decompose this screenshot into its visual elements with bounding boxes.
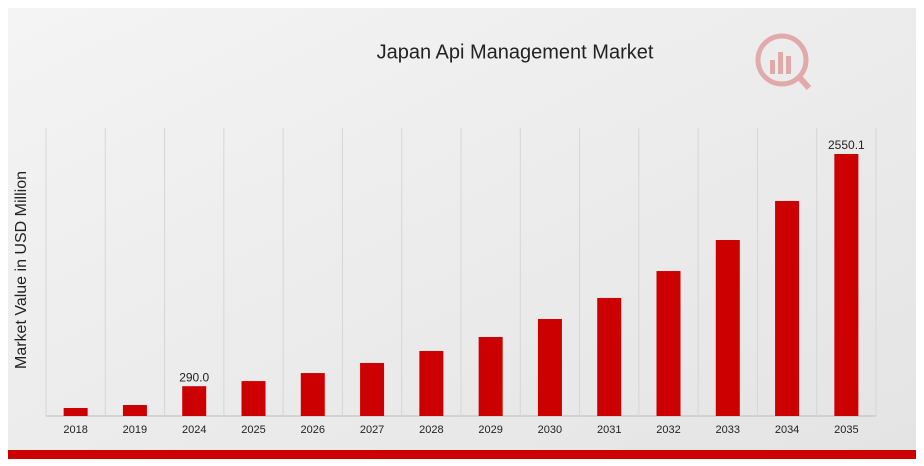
bar <box>360 362 385 416</box>
logo <box>755 33 812 91</box>
x-tick-label: 2025 <box>241 424 265 436</box>
x-tick-label: 2035 <box>834 424 858 436</box>
x-tick-label: 2031 <box>597 424 621 436</box>
bar <box>419 350 444 416</box>
chart-background <box>8 8 916 450</box>
value-label: 290.0 <box>179 370 209 384</box>
footer-band <box>8 450 916 459</box>
x-tick-label: 2027 <box>360 424 384 436</box>
x-tick-label: 2029 <box>478 424 502 436</box>
x-tick-label: 2028 <box>419 424 443 436</box>
bar <box>834 154 859 416</box>
x-tick-label: 2019 <box>123 424 147 436</box>
x-tick-label: 2024 <box>182 424 206 436</box>
y-axis-label: Market Value in USD Million <box>13 171 30 369</box>
x-tick-label: 2030 <box>538 424 562 436</box>
bar <box>182 386 207 416</box>
bar <box>63 407 88 416</box>
bar <box>241 381 266 416</box>
x-tick-label: 2026 <box>301 424 325 436</box>
bar <box>537 319 562 416</box>
bar <box>656 271 681 416</box>
value-label: 2550.1 <box>828 138 865 152</box>
x-tick-label: 2034 <box>775 424 799 436</box>
x-tick-label: 2018 <box>63 424 87 436</box>
bar <box>478 336 503 416</box>
bar <box>300 373 325 416</box>
bar <box>715 240 740 416</box>
x-tick-label: 2033 <box>716 424 740 436</box>
chart-title: Japan Api Management Market <box>377 41 654 63</box>
bar <box>122 405 147 416</box>
bar <box>597 297 622 416</box>
bar <box>775 200 800 416</box>
x-tick-label: 2032 <box>656 424 680 436</box>
